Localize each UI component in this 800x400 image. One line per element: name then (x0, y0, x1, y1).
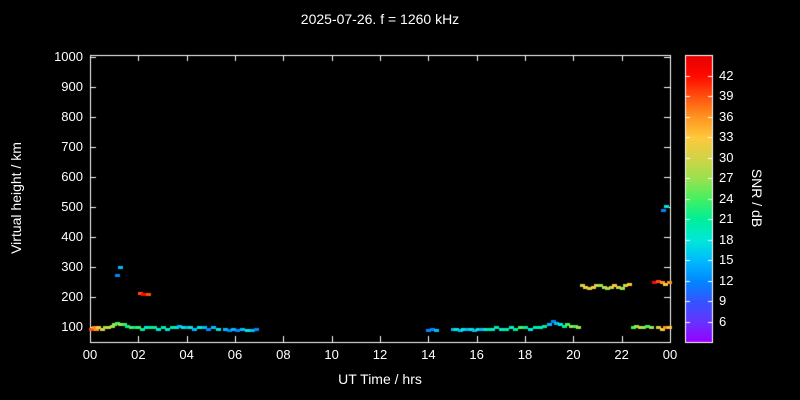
x-tick-label: 16 (469, 347, 484, 362)
y-tick-label: 1000 (54, 49, 83, 65)
colorbar-tick-label: 33 (719, 129, 734, 144)
y-tick-label: 700 (61, 139, 83, 155)
colorbar-tick-label: 18 (719, 231, 734, 247)
y-tick-label: 200 (61, 289, 83, 305)
x-tick-label: 08 (276, 347, 291, 362)
x-tick-label: 00 (662, 347, 678, 362)
colorbar-label: SNR / dB (749, 168, 765, 228)
y-tick-label: 300 (61, 259, 83, 275)
y-tick-label: 400 (61, 229, 83, 245)
colorbar-tick-label: 27 (719, 170, 734, 185)
colorbar-tick-label: 39 (719, 88, 734, 103)
x-tick-label: 00 (82, 347, 98, 362)
x-tick-label: 22 (614, 347, 629, 362)
colorbar-tick-label: 15 (719, 252, 734, 267)
chart-title: 2025-07-26. f = 1260 kHz (300, 11, 460, 27)
x-tick-label: 14 (421, 347, 436, 362)
colorbar-tick-label: 12 (719, 272, 734, 288)
x-tick-label: 04 (179, 347, 194, 362)
colorbar-tick-label: 9 (719, 293, 727, 308)
x-tick-label: 12 (372, 347, 388, 362)
x-tick-label: 06 (227, 347, 243, 362)
x-axis-label: UT Time / hrs (338, 371, 422, 387)
colorbar-tick-label: 24 (719, 190, 734, 206)
colorbar-tick-label: 36 (719, 108, 734, 124)
x-tick-label: 20 (566, 347, 581, 362)
y-tick-label: 800 (61, 109, 83, 125)
y-tick-label: 600 (61, 169, 83, 185)
colorbar-tick-label: 30 (719, 149, 734, 165)
colorbar-tick-label: 42 (719, 67, 734, 83)
y-tick-label: 900 (61, 79, 83, 95)
colorbar-tick-label: 21 (719, 211, 734, 226)
x-tick-label: 02 (131, 347, 146, 362)
x-tick-label: 10 (324, 347, 339, 362)
colorbar-tick-label: 6 (719, 313, 727, 329)
x-tick-label: 18 (517, 347, 533, 362)
y-tick-label: 100 (61, 319, 83, 334)
y-tick-label: 500 (61, 199, 83, 215)
